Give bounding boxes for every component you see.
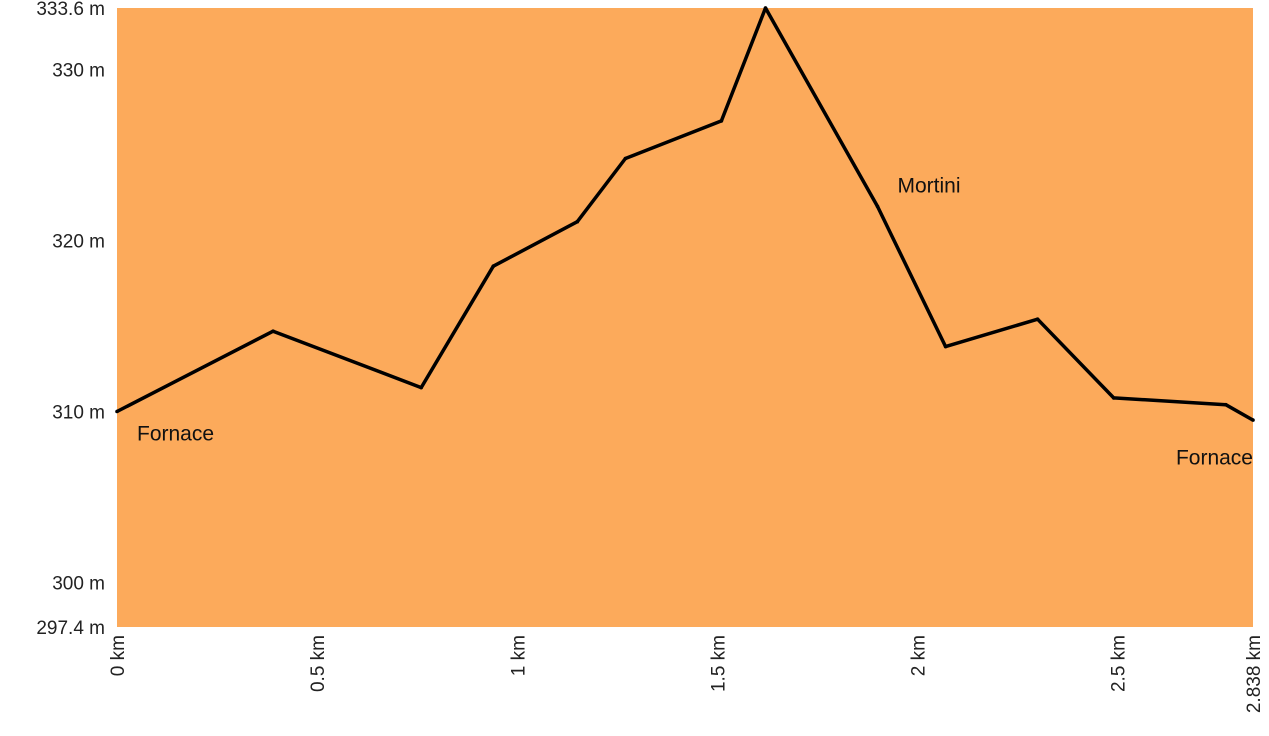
data-point	[875, 204, 880, 209]
data-point	[115, 409, 119, 414]
plot-area-background	[117, 8, 1253, 627]
x-axis-ticks: 0 km 0.5 km 1 km 1.5 km 2 km 2.5 km 2.838 km	[108, 635, 1265, 713]
data-point	[419, 385, 424, 390]
place-annotation: Mortini	[898, 175, 961, 198]
x-tick-label: 1 km	[508, 635, 529, 676]
elevation-profile-line	[116, 6, 1254, 422]
data-point	[575, 219, 580, 224]
y-tick-label: 297.4 m	[36, 618, 105, 639]
annotations: FornaceCenate SopraMortiniFornace	[137, 175, 1253, 470]
x-tick-label: 2.5 km	[1109, 635, 1130, 692]
x-tick-label: 1.5 km	[708, 635, 729, 692]
data-point	[1035, 317, 1040, 322]
x-tick-label: 0.5 km	[308, 635, 329, 692]
x-tick-label: 2 km	[909, 635, 930, 676]
data-point	[1224, 402, 1228, 407]
y-tick-label: 333.6 m	[36, 0, 105, 20]
y-tick-label: 320 m	[52, 232, 105, 253]
y-tick-label: 310 m	[52, 403, 105, 424]
data-point	[623, 156, 628, 161]
place-annotation: Fornace	[137, 423, 214, 446]
x-tick-label: 0 km	[108, 635, 129, 676]
data-point	[1111, 396, 1116, 400]
y-axis-ticks: 297.4 m 300 m 310 m 320 m 330 m 333.6 m	[36, 0, 105, 639]
data-point	[719, 119, 724, 123]
data-point	[271, 329, 275, 334]
data-point	[763, 6, 768, 10]
place-annotation: Fornace	[1176, 447, 1253, 470]
x-tick-label: 2.838 km	[1244, 635, 1265, 713]
y-tick-label: 300 m	[52, 574, 105, 595]
data-point	[943, 344, 948, 349]
data-point	[491, 264, 496, 269]
y-tick-label: 330 m	[52, 61, 105, 82]
elevation-line	[115, 6, 1255, 422]
data-point	[1251, 418, 1255, 422]
